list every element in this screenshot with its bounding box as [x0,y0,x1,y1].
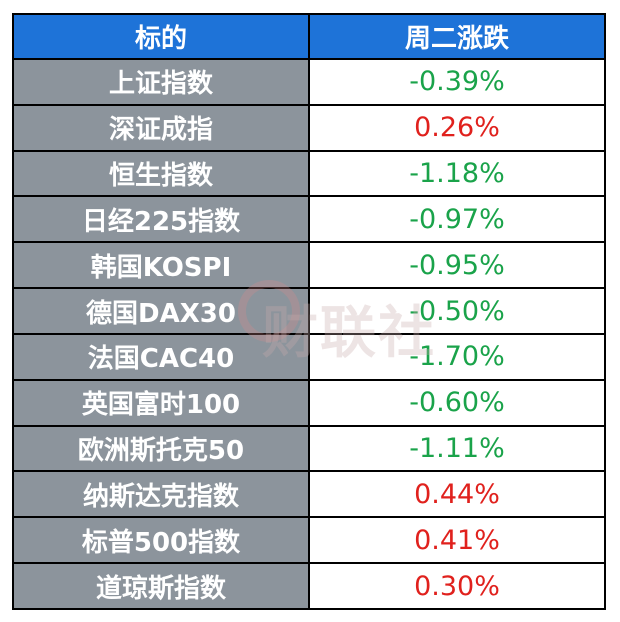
index-name-cell: 恒生指数 [12,149,310,198]
index-name-cell: 纳斯达克指数 [12,470,310,519]
change-value-cell: -0.39% [308,58,606,106]
index-name-cell: 法国CAC40 [12,332,310,381]
table-body: 上证指数 -0.39% 深证成指 0.26% 恒生指数 -1.18% 日经225指数 -0.9… [12,58,606,610]
index-name-cell: 韩国KOSPI [12,241,310,290]
table-header-row: 标的 周二涨跌 [12,13,606,60]
change-value-cell: -1.70% [308,332,606,381]
table-row: 法国CAC40 -1.70% [12,332,606,381]
table-row: 德国DAX30 -0.50% [12,287,606,335]
table-row: 道琼斯指数 0.30% [12,562,606,610]
change-value-cell: -0.97% [308,195,606,244]
change-value-cell: 0.44% [308,470,606,519]
index-change-table: 标的 周二涨跌 上证指数 -0.39% 深证成指 0.26% 恒生指数 -1.18% 日经2… [12,13,606,610]
index-name-cell: 深证成指 [12,103,310,152]
change-value-cell: -1.11% [308,424,606,473]
index-name-cell: 上证指数 [12,58,310,106]
index-name-cell: 标普500指数 [12,516,310,565]
table-row: 韩国KOSPI -0.95% [12,241,606,290]
change-value-cell: -0.50% [308,287,606,335]
change-value-cell: 0.30% [308,562,606,610]
header-index-name: 标的 [12,13,310,60]
index-change-table-container: 标的 周二涨跌 上证指数 -0.39% 深证成指 0.26% 恒生指数 -1.18% 日经2… [12,13,606,610]
table-row: 日经225指数 -0.97% [12,195,606,244]
index-name-cell: 欧洲斯托克50 [12,424,310,473]
change-value-cell: 0.41% [308,516,606,565]
change-value-cell: -0.95% [308,241,606,290]
index-name-cell: 日经225指数 [12,195,310,244]
index-name-cell: 德国DAX30 [12,287,310,335]
table-row: 英国富时100 -0.60% [12,378,606,427]
table-row: 上证指数 -0.39% [12,58,606,106]
change-value-cell: -1.18% [308,149,606,198]
change-value-cell: -0.60% [308,378,606,427]
table-row: 纳斯达克指数 0.44% [12,470,606,519]
table-row: 欧洲斯托克50 -1.11% [12,424,606,473]
table-row: 深证成指 0.26% [12,103,606,152]
table-row: 标普500指数 0.41% [12,516,606,565]
header-tuesday-change: 周二涨跌 [308,13,606,60]
change-value-cell: 0.26% [308,103,606,152]
index-name-cell: 英国富时100 [12,378,310,427]
index-name-cell: 道琼斯指数 [12,562,310,610]
table-row: 恒生指数 -1.18% [12,149,606,198]
